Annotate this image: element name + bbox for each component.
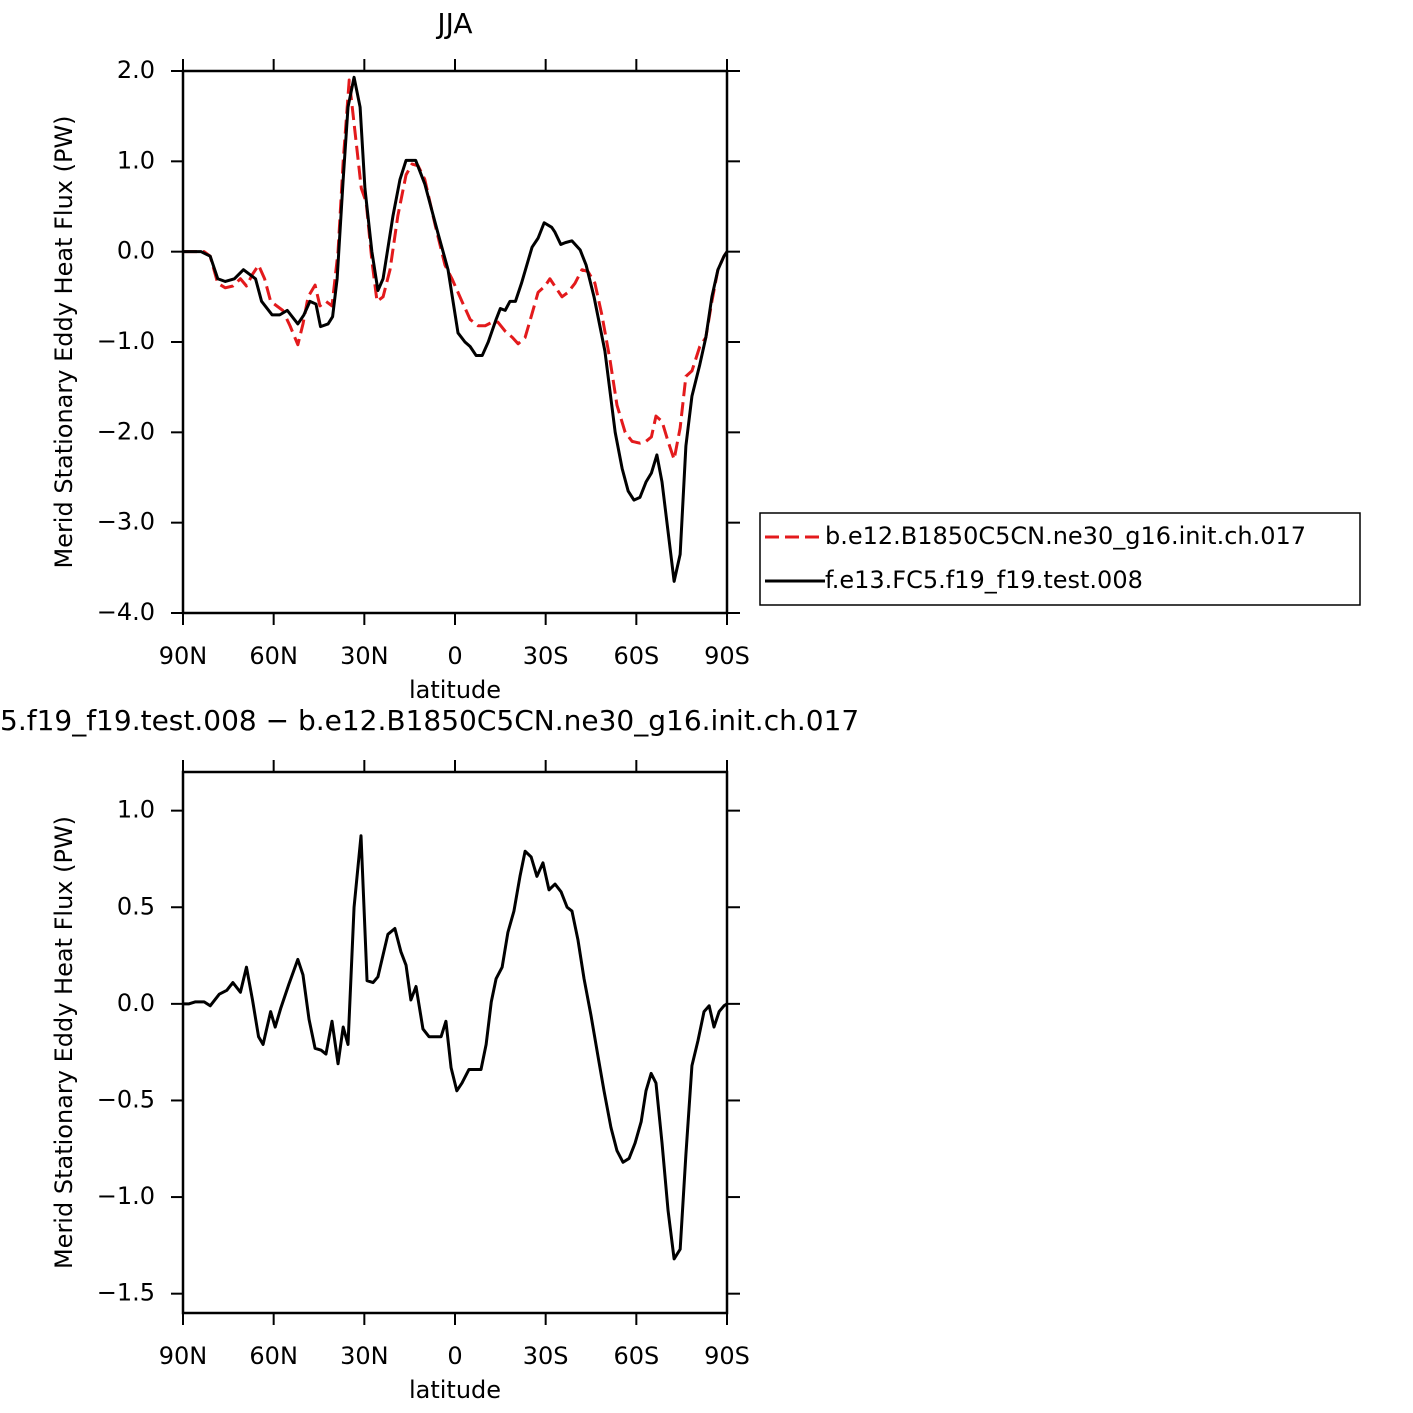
- y-tick-label: 0.0: [117, 989, 155, 1017]
- plot-frame: [181, 69, 729, 615]
- y-tick-label: −4.0: [97, 598, 155, 626]
- y-tick-label: −3.0: [97, 508, 155, 536]
- y-tick-label: −2.0: [97, 417, 155, 445]
- x-tick-label: 90S: [704, 1342, 750, 1370]
- legend-label: f.e13.FC5.f19_f19.test.008: [825, 566, 1143, 594]
- y-tick-label: −1.0: [97, 1182, 155, 1210]
- x-tick-label: 90S: [704, 642, 750, 670]
- x-tick-label: 0: [447, 642, 462, 670]
- x-tick-label: 60S: [613, 1342, 659, 1370]
- y-tick-label: −1.5: [97, 1279, 155, 1307]
- x-tick-label: 0: [447, 1342, 462, 1370]
- x-tick-label: 30N: [340, 1342, 389, 1370]
- y-tick-label: 1.0: [117, 796, 155, 824]
- data-line: [183, 75, 729, 583]
- x-tick-label: 60N: [249, 1342, 298, 1370]
- x-axis-label: latitude: [409, 1376, 501, 1404]
- x-tick-label: 30S: [523, 1342, 569, 1370]
- y-tick-label: 0.0: [117, 237, 155, 265]
- x-tick-label: 60S: [613, 642, 659, 670]
- plot-frame: [181, 770, 729, 1315]
- y-axis-label: Merid Stationary Eddy Heat Flux (PW): [50, 816, 78, 1269]
- chart-title: 5.f19_f19.test.008 − b.e12.B1850C5CN.ne3…: [0, 704, 859, 737]
- x-tick-label: 90N: [159, 1342, 208, 1370]
- x-tick-label: 60N: [249, 642, 298, 670]
- y-tick-label: −1.0: [97, 327, 155, 355]
- y-tick-label: −0.5: [97, 1085, 155, 1113]
- data-line: [183, 78, 729, 461]
- x-tick-label: 30N: [340, 642, 389, 670]
- data-line: [183, 834, 728, 1261]
- legend-label: b.e12.B1850C5CN.ne30_g16.init.ch.017: [825, 522, 1306, 550]
- x-tick-label: 90N: [159, 642, 208, 670]
- x-tick-label: 30S: [523, 642, 569, 670]
- y-axis-label: Merid Stationary Eddy Heat Flux (PW): [50, 115, 78, 568]
- chart-title: JJA: [435, 7, 472, 40]
- y-tick-label: 1.0: [117, 146, 155, 174]
- x-axis-label: latitude: [409, 676, 501, 704]
- y-tick-label: 0.5: [117, 892, 155, 920]
- y-tick-label: 2.0: [117, 56, 155, 84]
- legend-box: [759, 512, 1361, 606]
